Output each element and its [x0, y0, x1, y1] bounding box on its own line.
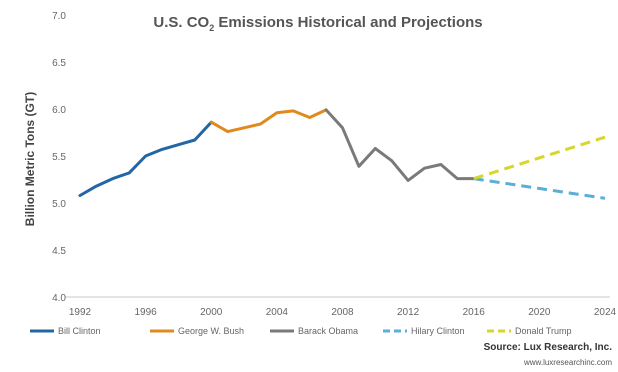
x-axis-ticks: 1992 1996 2000 2004 2008 2012 2016 2020 2024 — [69, 307, 617, 318]
legend-label-barack-obama: Barack Obama — [298, 326, 358, 336]
legend: Bill Clinton George W. Bush Barack Obama Hi… — [30, 326, 572, 336]
series-line-hilary-clinton — [473, 177, 606, 200]
y-axis-ticks: 4.0 4.5 5.0 5.5 6.0 6.5 7.0 — [52, 11, 66, 304]
source-label: Source: Lux Research, Inc. — [483, 342, 612, 353]
x-tick-label: 2004 — [266, 307, 289, 318]
y-tick-label: 7.0 — [52, 11, 66, 22]
y-tick-label: 5.0 — [52, 199, 66, 210]
source-url: www.luxresearchinc.com — [523, 358, 612, 367]
x-tick-label: 2016 — [463, 307, 486, 318]
y-tick-label: 4.0 — [52, 293, 66, 304]
x-tick-label: 2020 — [528, 307, 551, 318]
chart-title: U.S. CO2 Emissions Historical and Projec… — [153, 14, 482, 33]
series-line-george-w-bush — [209, 108, 328, 134]
x-tick-label: 2012 — [397, 307, 420, 318]
legend-label-george-w-bush: George W. Bush — [178, 326, 244, 336]
legend-label-bill-clinton: Bill Clinton — [58, 326, 101, 336]
x-tick-label: 2008 — [331, 307, 354, 318]
x-tick-label: 2000 — [200, 307, 223, 318]
series-line-donald-trump — [473, 135, 606, 181]
legend-label-hilary-clinton: Hilary Clinton — [411, 326, 465, 336]
x-tick-label: 2024 — [594, 307, 617, 318]
chart-title-subscript: 2 — [209, 23, 214, 33]
chart-title-suffix: Emissions Historical and Projections — [214, 14, 482, 31]
y-tick-label: 6.0 — [52, 105, 66, 116]
series-lines — [78, 108, 606, 200]
series-line-bill-clinton — [78, 120, 213, 197]
y-tick-label: 4.5 — [52, 246, 66, 257]
y-tick-label: 6.5 — [52, 58, 66, 69]
y-tick-label: 5.5 — [52, 152, 66, 163]
x-tick-label: 1996 — [135, 307, 158, 318]
legend-label-donald-trump: Donald Trump — [515, 326, 572, 336]
series-line-barack-obama — [324, 108, 476, 182]
y-axis-title: Billion Metric Tons (GT) — [23, 92, 37, 226]
chart-title-prefix: U.S. CO — [153, 14, 209, 31]
x-tick-label: 1992 — [69, 307, 92, 318]
